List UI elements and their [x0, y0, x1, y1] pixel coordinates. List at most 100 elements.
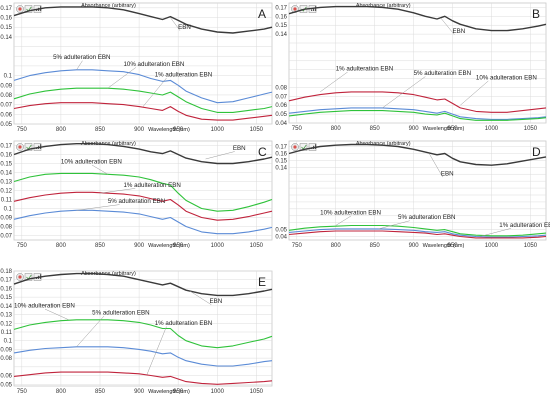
annotation-5pct-adulteration-ebn: 5% adulteration EBN — [398, 214, 455, 221]
series-line-1pct-adulteration-ebn[interactable] — [13, 102, 273, 121]
x-tick-label: 900 — [409, 243, 420, 249]
y-tick-label: 0.12 — [0, 189, 12, 195]
y-tick-label: 0.16 — [0, 16, 12, 22]
y-tick-label: 0.14 — [275, 32, 287, 38]
x-tick-label: 1050 — [250, 127, 264, 133]
y-tick-label: 0.08 — [275, 85, 287, 91]
y-tick-label: 0.15 — [0, 25, 12, 31]
x-tick-label: 950 — [173, 389, 184, 395]
panel-d: 0.040.05 0.140.150.160.17 750 800 850 900 950 1… — [275, 140, 550, 249]
annotation-5pct-adulteration-ebn: 5% adulteration EBN — [414, 70, 471, 77]
series-line-ebn[interactable] — [13, 142, 273, 165]
y-tick-label: 0.14 — [275, 165, 287, 171]
y-tick-label: 0.04 — [275, 121, 287, 127]
bar-chart-icon-bar — [315, 144, 317, 149]
y-tick-label: 0.15 — [0, 295, 12, 301]
annotation-leader — [76, 60, 83, 70]
annotation-leader — [460, 80, 489, 106]
y-tick-label: 0.09 — [0, 216, 12, 222]
annotation-leader — [382, 76, 426, 109]
y-tick-label: 0.17 — [275, 145, 287, 151]
y-tick-label: 0.1 — [4, 207, 13, 213]
series-line-5pct-adulteration-ebn[interactable] — [13, 69, 273, 104]
axis-title-x: Wavelength (nm) — [423, 243, 465, 249]
y-tick-label: 0.08 — [0, 93, 12, 99]
x-tick-label: 800 — [331, 126, 342, 132]
x-tick-label: 800 — [331, 243, 342, 249]
series-line-ebn[interactable] — [13, 6, 273, 34]
panel-a: 0.05 0.06 0.07 0.08 0.09 0.1 0.14 0.15 0.16 0.17 7… — [0, 2, 273, 133]
series-line-ebn[interactable] — [288, 143, 547, 166]
y-tick-label: 0.11 — [1, 198, 13, 204]
annotation-leader — [76, 204, 120, 211]
check-icon[interactable] — [24, 5, 33, 13]
y-tick-label: 0.17 — [0, 278, 12, 284]
check-icon[interactable] — [24, 143, 33, 151]
x-tick-label: 950 — [173, 127, 184, 133]
x-tick-label: 900 — [134, 389, 145, 395]
annotation-ebn: EBN — [178, 24, 191, 31]
y-tick-label: 0.07 — [0, 103, 12, 109]
y-tick-label: 0.1 — [4, 74, 13, 80]
series-line-1pct-adulteration-ebn[interactable] — [288, 91, 547, 113]
annotation-leader — [44, 308, 69, 321]
y-tick-label: 0.13 — [0, 180, 12, 186]
annotation-leader — [335, 215, 352, 226]
x-tick-label: 1050 — [250, 389, 264, 395]
check-icon[interactable] — [299, 143, 308, 151]
series-line-ebn[interactable] — [13, 272, 273, 297]
chart-icon-dot — [293, 7, 297, 11]
series-line-ebn[interactable] — [288, 5, 547, 32]
chart-icon-dot — [293, 145, 297, 149]
series-line-10pct-adulteration-ebn[interactable] — [13, 319, 273, 349]
annotation-leader — [170, 17, 181, 31]
series-line-5pct-adulteration-ebn[interactable] — [288, 107, 547, 120]
series-line-5pct-adulteration-ebn[interactable] — [13, 346, 273, 367]
plot-area — [13, 2, 273, 125]
x-tick-label: 1000 — [211, 127, 225, 133]
x-tick-label: 750 — [17, 243, 28, 249]
y-tick-label: 0.05 — [275, 228, 287, 234]
y-tick-label: 0.15 — [0, 162, 12, 168]
annotation-ebn: EBN — [233, 145, 246, 152]
x-tick-label: 800 — [56, 127, 67, 133]
x-tick-label: 800 — [56, 243, 67, 249]
annotation-leader — [107, 67, 137, 89]
y-tick-label: 0.07 — [275, 94, 287, 100]
bar-chart-icon-bar — [36, 9, 38, 11]
x-tick-label: 750 — [17, 127, 28, 133]
panel-letter: D — [532, 145, 541, 159]
y-tick-label: 0.15 — [275, 158, 287, 164]
series-line-10pct-adulteration-ebn[interactable] — [288, 110, 547, 121]
annotation-leader — [378, 220, 410, 230]
y-tick-label: 0.15 — [275, 23, 287, 29]
y-tick-label: 0.14 — [0, 35, 12, 41]
x-tick-label: 750 — [17, 389, 28, 395]
y-tick-label: 0.16 — [275, 151, 287, 157]
series-line-1pct-adulteration-ebn[interactable] — [13, 191, 273, 221]
axis-title-y: Absorbance (arbitrary) — [81, 3, 136, 9]
axis-title-x: Wavelength (nm) — [423, 126, 465, 132]
series-line-1pct-adulteration-ebn[interactable] — [288, 230, 547, 239]
annotation-leader — [142, 77, 167, 107]
y-tick-label: 0.09 — [0, 347, 12, 353]
x-tick-label: 800 — [56, 389, 67, 395]
y-tick-label: 0.1 — [4, 339, 13, 345]
y-tick-label: 0.17 — [275, 5, 287, 11]
series-line-5pct-adulteration-ebn[interactable] — [13, 209, 273, 235]
series-line-5pct-adulteration-ebn[interactable] — [288, 228, 547, 238]
panel-b: 0.04 0.05 0.06 0.07 0.08 0.14 0.15 0.16 0.17 750 8… — [275, 2, 547, 132]
chart-icon-dot — [18, 145, 22, 149]
series-line-10pct-adulteration-ebn[interactable] — [288, 224, 547, 237]
annotation-10pct-adulteration-ebn: 10% adulteration EBN — [320, 209, 381, 216]
check-icon[interactable] — [24, 273, 33, 281]
series-line-1pct-adulteration-ebn[interactable] — [13, 371, 273, 385]
y-tick-label: 0.07 — [0, 234, 12, 240]
annotation-1pct-adulteration-ebn: 1% adulteration EBN — [499, 222, 550, 229]
annotation-ebn: EBN — [209, 298, 222, 305]
series-line-10pct-adulteration-ebn[interactable] — [13, 172, 273, 212]
series-line-10pct-adulteration-ebn[interactable] — [13, 87, 273, 113]
panel-letter: C — [258, 145, 267, 159]
y-tick-label: 0.08 — [0, 356, 12, 362]
y-tick-label: 0.08 — [0, 225, 12, 231]
